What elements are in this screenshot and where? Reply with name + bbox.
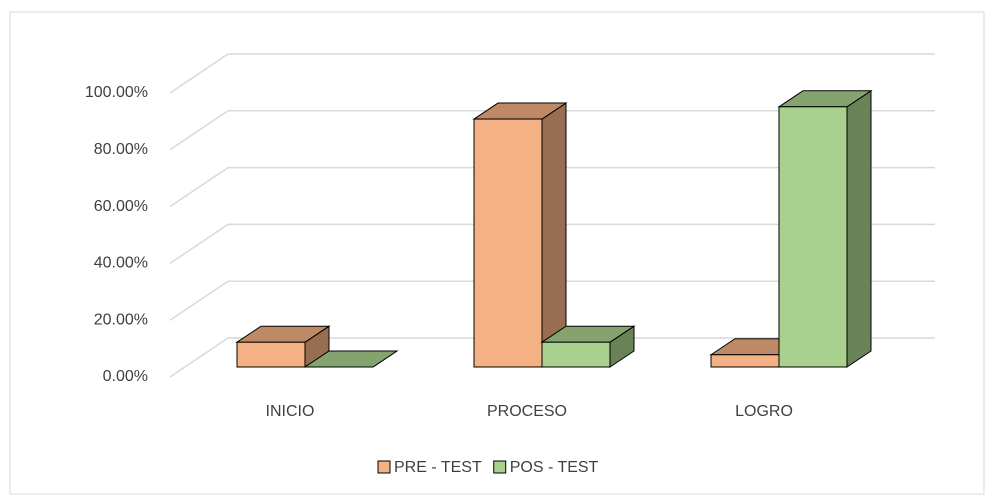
bar <box>472 102 568 368</box>
legend-swatch <box>377 460 391 474</box>
legend-swatch <box>493 460 507 474</box>
y-tick-label: 100.00% <box>85 84 148 101</box>
legend-label: PRE - TEST <box>394 459 482 476</box>
grid-line <box>169 337 935 378</box>
bar-front <box>541 341 611 368</box>
bar <box>540 325 636 368</box>
grid-line <box>169 223 935 265</box>
y-tick-label: 60.00% <box>94 198 148 215</box>
bar <box>235 325 331 368</box>
bar-front <box>778 106 848 368</box>
bar-side <box>846 89 872 368</box>
bar <box>777 89 873 368</box>
grid-line <box>169 166 935 208</box>
bar <box>303 350 399 368</box>
x-tick-label: LOGRO <box>735 403 793 420</box>
legend-label: POS - TEST <box>510 459 599 476</box>
x-tick-label: INICIO <box>266 403 315 420</box>
grid-line <box>169 110 935 151</box>
bar-top <box>303 350 399 368</box>
grid-line <box>169 280 935 321</box>
bar-front <box>236 341 306 368</box>
y-tick-label: 40.00% <box>94 255 148 272</box>
y-tick-label: 20.00% <box>94 311 148 328</box>
grid-line <box>169 53 935 94</box>
bar-front <box>710 354 780 368</box>
x-tick-label: PROCESO <box>487 403 567 420</box>
y-tick-label: 80.00% <box>94 141 148 158</box>
bar-side <box>541 102 567 368</box>
y-tick-label: 0.00% <box>103 368 148 385</box>
bar-front <box>473 118 543 368</box>
